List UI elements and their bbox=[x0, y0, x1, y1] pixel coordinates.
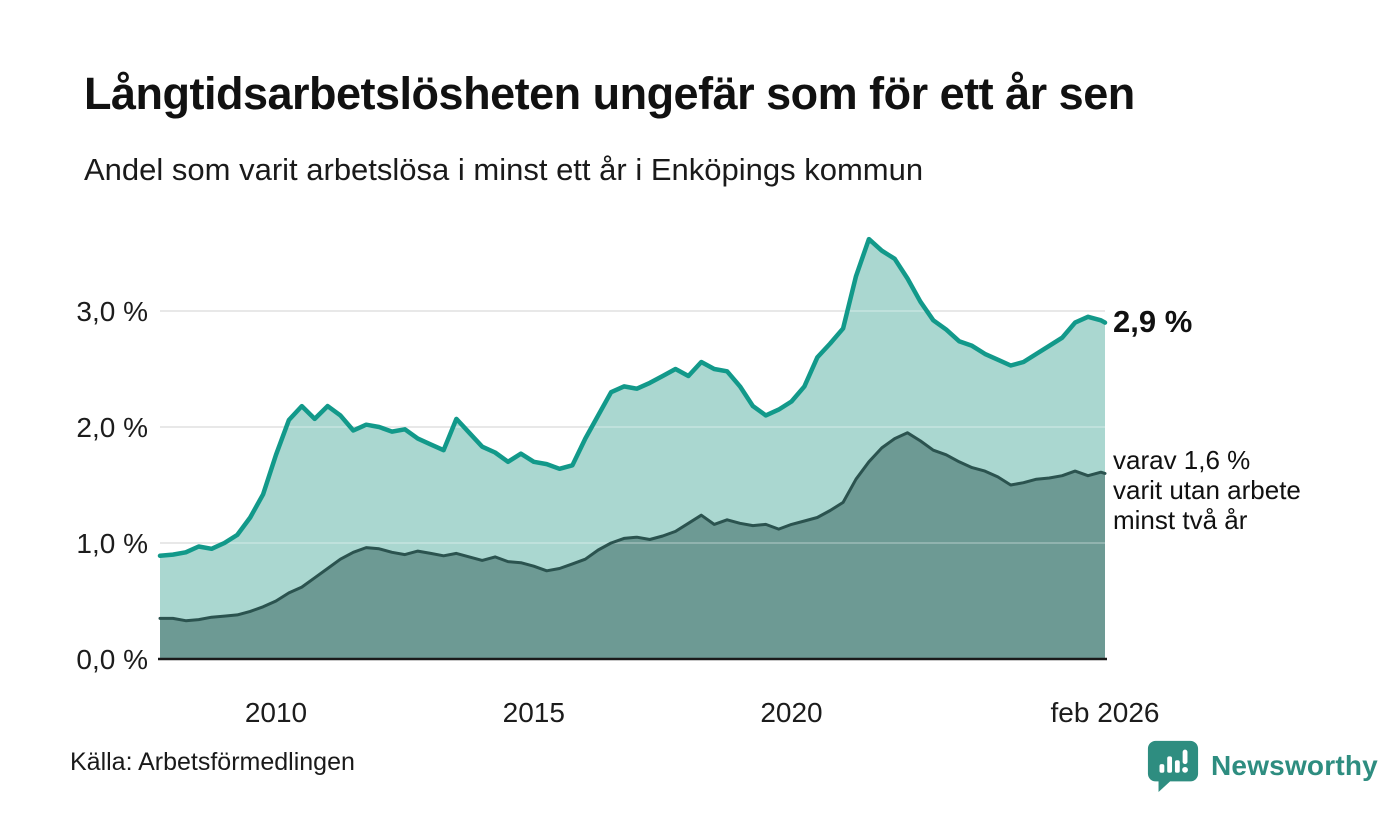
x-tick-label: 2020 bbox=[760, 697, 822, 728]
newsworthy-logo: Newsworthy bbox=[1146, 738, 1378, 794]
x-tick-label: 2010 bbox=[245, 697, 307, 728]
two-year-annotation-line-2: varit utan arbete bbox=[1113, 475, 1301, 505]
newsworthy-logo-icon bbox=[1147, 740, 1199, 793]
logo-exclamation-bar bbox=[1182, 749, 1188, 765]
source-note: Källa: Arbetsförmedlingen bbox=[70, 748, 355, 776]
latest-value-label: 2,9 % bbox=[1113, 304, 1193, 339]
logo-exclamation-dot bbox=[1182, 766, 1188, 773]
two-year-annotation-line-1: varav 1,6 % bbox=[1113, 445, 1251, 475]
y-tick-label: 3,0 % bbox=[76, 296, 148, 327]
logo-bar-tall bbox=[1167, 756, 1173, 773]
logo-bar-medium bbox=[1174, 760, 1180, 773]
newsworthy-logo-text: Newsworthy bbox=[1211, 750, 1378, 781]
y-tick-label: 2,0 % bbox=[76, 412, 148, 443]
chart-subtitle: Andel som varit arbetslösa i minst ett å… bbox=[84, 152, 924, 187]
two-year-annotation-line-3: minst två år bbox=[1113, 505, 1248, 535]
series-line-one-year bbox=[157, 236, 1108, 559]
y-tick-label: 1,0 % bbox=[76, 528, 148, 559]
page-title: Långtidsarbetslösheten ungefär som för e… bbox=[84, 68, 1135, 119]
series-line-two-year bbox=[158, 431, 1107, 623]
logo-bar-small bbox=[1159, 764, 1165, 773]
y-tick-label: 0,0 % bbox=[76, 644, 148, 675]
x-tick-label: 2015 bbox=[503, 697, 565, 728]
series-area-two-year bbox=[160, 432, 1105, 659]
x-tick-label: feb 2026 bbox=[1051, 697, 1160, 728]
two-year-annotation: varav 1,6 % varit utan arbete minst två … bbox=[1113, 445, 1301, 535]
